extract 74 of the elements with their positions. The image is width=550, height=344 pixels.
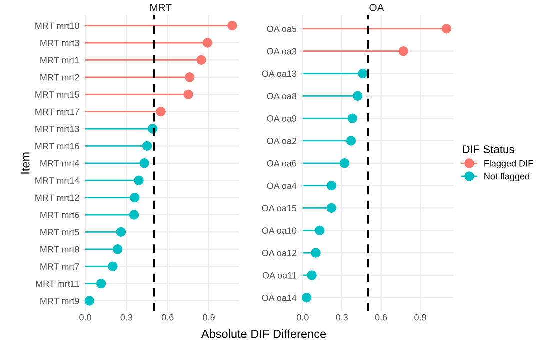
point — [134, 176, 144, 186]
y-tick-label: MRT mrt12 — [36, 194, 80, 202]
y-tick-label: OA oa13 — [262, 70, 297, 78]
point — [129, 210, 140, 220]
x-tick-label: 0.3 — [120, 314, 133, 321]
y-tick-label: MRT mrt3 — [40, 40, 80, 46]
y-tick-label: OA oa6 — [267, 160, 297, 167]
point — [96, 278, 106, 289]
point — [84, 296, 94, 306]
point — [112, 244, 123, 254]
x-tick-label: 0.9 — [203, 314, 215, 321]
y-tick-label: MRT mrt4 — [40, 160, 80, 167]
point — [142, 141, 152, 152]
y-tick-label: MRT mrt2 — [40, 74, 80, 81]
point — [326, 203, 337, 214]
y-tick-label: MRT mrt14 — [36, 178, 80, 184]
y-tick-label: OA oa5 — [267, 26, 297, 32]
point — [108, 262, 118, 272]
point — [116, 227, 126, 238]
legend-title: DIF Status — [463, 146, 514, 154]
point — [202, 38, 213, 48]
chart-title: OA — [370, 4, 384, 12]
y-tick-label: MRT mrt6 — [40, 212, 80, 218]
x-tick-label: 0.0 — [80, 314, 92, 321]
y-tick-label: OA oa12 — [262, 250, 297, 256]
point — [315, 226, 325, 236]
x-tick-label: 0.0 — [296, 314, 309, 321]
point — [398, 46, 408, 56]
point — [352, 91, 363, 102]
y-tick-label: OA oa2 — [267, 138, 297, 144]
point — [184, 90, 194, 100]
x-tick-label: 0.9 — [414, 314, 426, 321]
y-tick-label: OA oa3 — [267, 48, 297, 55]
point — [156, 106, 166, 117]
point — [130, 192, 140, 203]
point — [302, 293, 312, 303]
point — [442, 24, 452, 34]
y-tick-label: MRT mrt16 — [36, 143, 80, 150]
point — [348, 114, 358, 124]
legend-label: Not flagged — [484, 173, 530, 182]
y-tick-label: OA oa10 — [262, 228, 297, 234]
point — [340, 158, 350, 168]
y-tick-label: OA oa14 — [262, 294, 297, 302]
point — [311, 248, 321, 258]
y-tick-label: MRT mrt11 — [36, 280, 80, 288]
x-tick-label: 0.6 — [375, 314, 388, 321]
y-tick-label: MRT mrt8 — [40, 246, 80, 253]
y-tick-label: MRT mrt9 — [40, 298, 80, 304]
y-tick-label: OA oa4 — [267, 182, 297, 190]
y-tick-label: OA oa11 — [262, 272, 297, 279]
point — [346, 136, 356, 146]
x-axis-title: Absolute DIF Difference — [201, 330, 326, 338]
point — [307, 270, 317, 280]
y-tick-label: OA oa8 — [267, 93, 297, 100]
y-tick-label: MRT mrt15 — [36, 92, 80, 98]
point — [140, 158, 150, 168]
y-tick-label: MRT mrt5 — [40, 229, 80, 236]
x-tick-label: 0.3 — [336, 314, 348, 321]
y-tick-label: MRT mrt10 — [36, 22, 80, 30]
y-axis-title: Item — [22, 152, 30, 174]
y-tick-label: MRT mrt1 — [40, 57, 80, 64]
point — [196, 55, 206, 66]
chart-title: MRT — [150, 4, 172, 12]
y-tick-label: MRT mrt7 — [40, 264, 80, 270]
point — [228, 20, 238, 31]
y-tick-label: OA oa15 — [262, 205, 297, 212]
legend-label: Flagged DIF — [484, 160, 534, 169]
y-tick-label: MRT mrt17 — [36, 108, 80, 116]
x-tick-label: 0.6 — [162, 314, 174, 321]
point — [326, 180, 337, 191]
point — [184, 72, 195, 82]
y-tick-label: OA oa9 — [267, 116, 297, 122]
y-tick-label: MRT mrt13 — [36, 126, 80, 132]
point — [358, 68, 368, 79]
